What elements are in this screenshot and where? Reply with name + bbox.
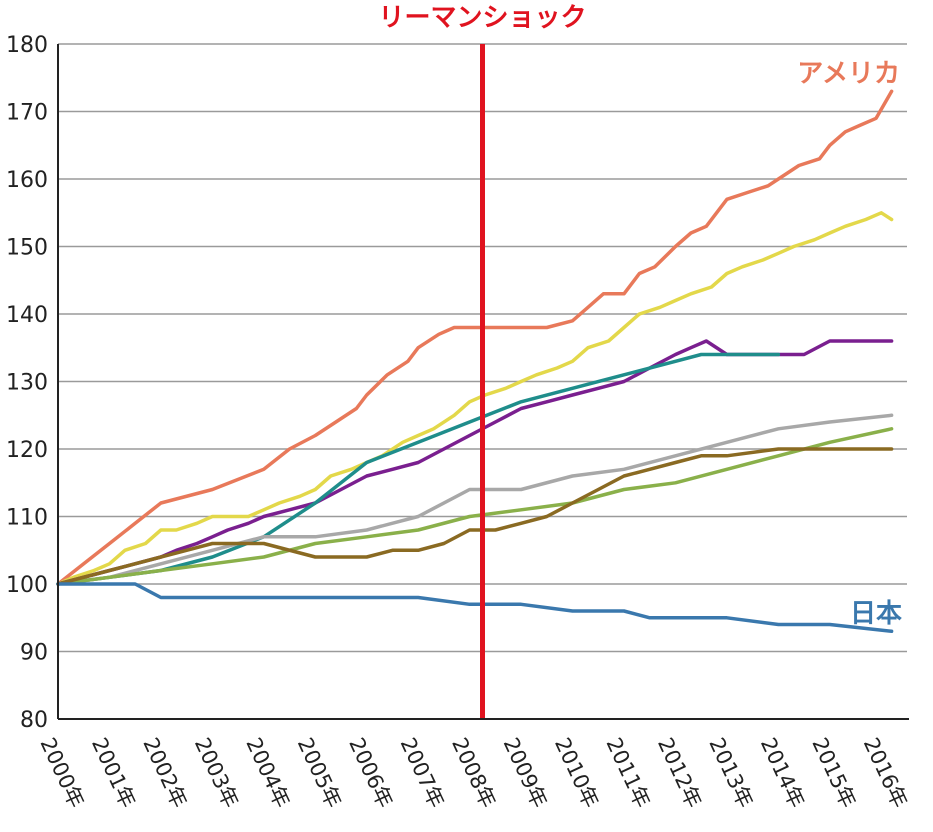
series-line-7 bbox=[56, 582, 894, 634]
x-tick-label: 2005年 bbox=[293, 734, 346, 812]
x-tick-label: 2010年 bbox=[550, 734, 603, 812]
x-tick-label: 2002年 bbox=[138, 734, 191, 812]
y-tick-label: 120 bbox=[6, 438, 48, 463]
x-tick-label: 2013年 bbox=[704, 734, 757, 812]
series-line-3 bbox=[56, 352, 781, 586]
y-tick-label: 160 bbox=[6, 168, 48, 193]
y-tick-label: 170 bbox=[6, 101, 48, 126]
x-tick-label: 2006年 bbox=[344, 734, 397, 812]
x-tick-label: 2016年 bbox=[859, 734, 912, 812]
series-line-4 bbox=[56, 413, 894, 586]
lehman-shock-label: リーマンショック bbox=[378, 3, 586, 33]
y-tick-label: 80 bbox=[20, 708, 48, 733]
x-tick-label: 2012年 bbox=[653, 734, 706, 812]
y-tick-label: 110 bbox=[6, 506, 48, 531]
series-lines bbox=[56, 89, 894, 634]
y-tick-label: 130 bbox=[6, 371, 48, 396]
y-tick-label: 150 bbox=[6, 236, 48, 261]
y-tick-label: 180 bbox=[6, 33, 48, 58]
x-tick-label: 2000年 bbox=[35, 734, 88, 812]
x-tick-label: 2001年 bbox=[87, 734, 140, 812]
x-tick-label: 2008年 bbox=[447, 734, 500, 812]
series-line-5 bbox=[56, 427, 894, 586]
series-label-usa: アメリカ bbox=[797, 59, 900, 89]
x-tick-label: 2009年 bbox=[499, 734, 552, 812]
y-tick-label: 100 bbox=[6, 573, 48, 598]
y-tick-label: 90 bbox=[20, 641, 48, 666]
series-label-japan: 日本 bbox=[850, 599, 902, 629]
series-line-0 bbox=[56, 89, 894, 586]
x-axis-ticks: 2000年2001年2002年2003年2004年2005年2006年2007年… bbox=[35, 734, 911, 812]
y-tick-label: 140 bbox=[6, 303, 48, 328]
y-axis-ticks: 80 90 100 110 120 130 140 150 160 170 180 bbox=[6, 33, 48, 733]
series-line-2 bbox=[56, 339, 894, 586]
x-tick-label: 2007年 bbox=[396, 734, 449, 812]
x-tick-label: 2003年 bbox=[190, 734, 243, 812]
x-tick-label: 2004年 bbox=[241, 734, 294, 812]
x-tick-label: 2011年 bbox=[601, 734, 654, 812]
x-tick-label: 2015年 bbox=[807, 734, 860, 812]
x-tick-label: 2014年 bbox=[756, 734, 809, 812]
series-line-1 bbox=[56, 211, 894, 586]
